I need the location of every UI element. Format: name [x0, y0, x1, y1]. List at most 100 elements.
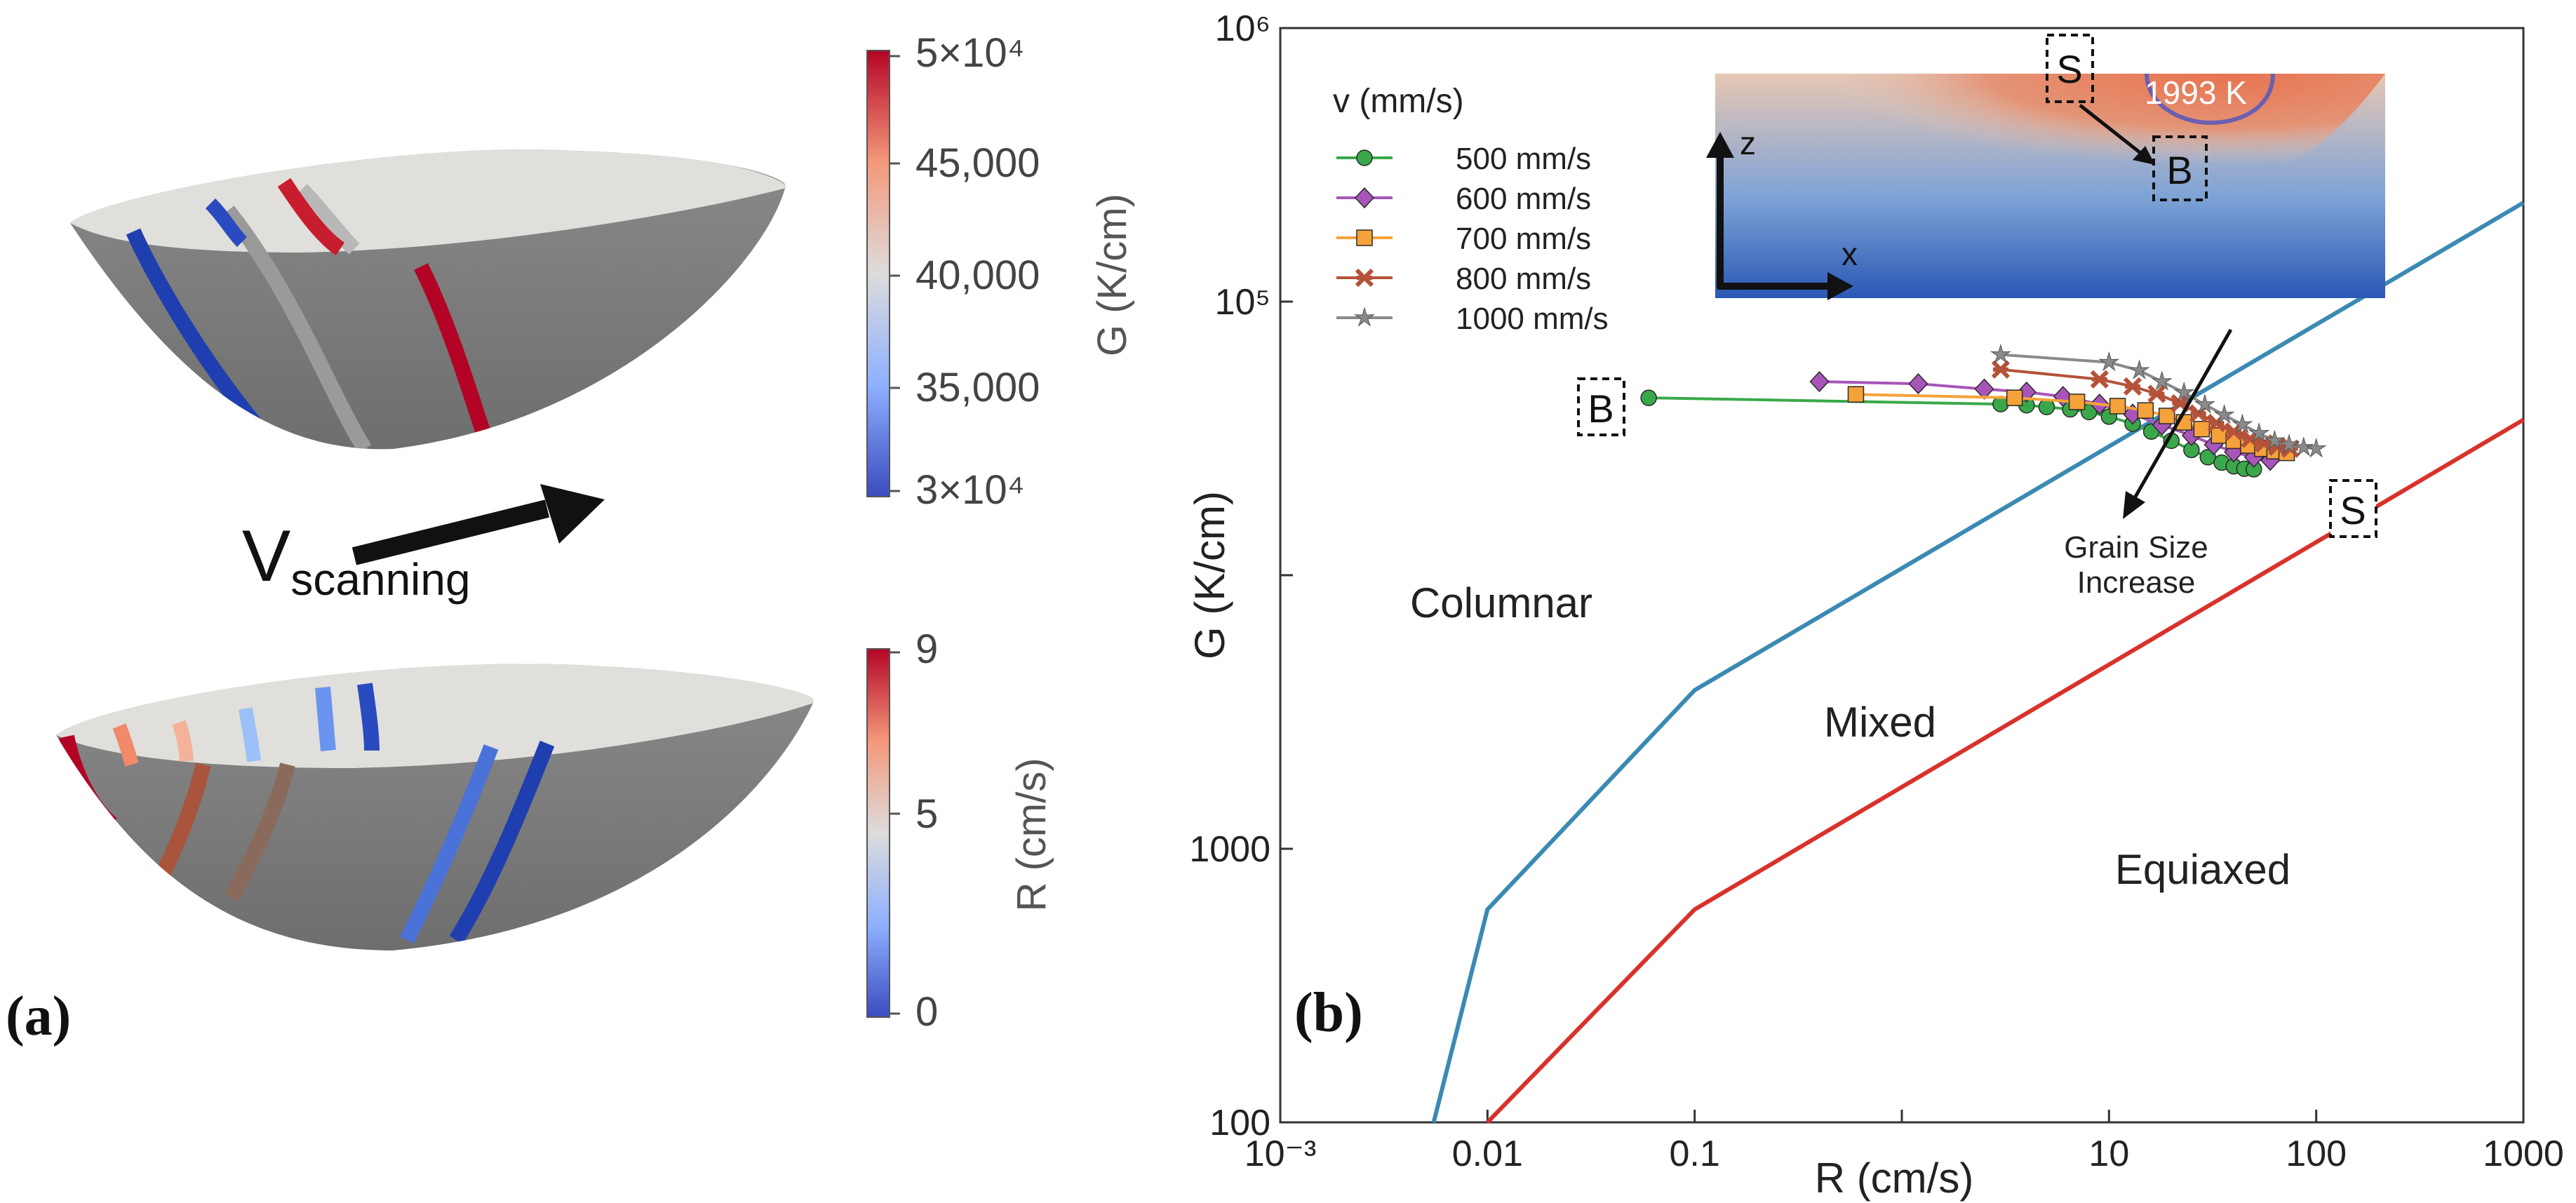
data-point	[1991, 360, 2011, 379]
legend-item: 1000 mm/s	[1336, 302, 1609, 336]
series-800-mms	[1991, 360, 2300, 458]
panel-a-label: (a)	[6, 986, 71, 1047]
legend-swatch-marker	[1356, 149, 1373, 166]
data-point	[2006, 389, 2023, 406]
legend-label: 500 mm/s	[1456, 142, 1591, 176]
x-tick-label-0: 10⁻³	[1245, 1134, 1317, 1174]
data-point	[1908, 372, 1928, 395]
boundary-mixed-equiaxed	[1486, 417, 2525, 1124]
colorbar-g-label: G (K/cm)	[1089, 194, 1135, 356]
inset-axis-z: z	[1740, 125, 1756, 161]
series-1000-mms	[1990, 343, 2327, 458]
data-point	[1809, 370, 1830, 393]
legend-item: 800 mm/s	[1336, 262, 1591, 296]
data-point	[2173, 381, 2195, 402]
colorbar-r: 9 5 0 R (cm/s)	[866, 626, 1054, 1035]
legend-label: 1000 mm/s	[1456, 302, 1609, 336]
region-boundaries	[1431, 201, 2525, 1124]
inset-b-text: B	[2166, 148, 2192, 192]
legend: v (mm/s) 500 mm/s 600 mm/s 700 mm/s 800 mm/…	[1333, 83, 1609, 336]
data-point	[2232, 413, 2253, 434]
legend-title: v (mm/s)	[1333, 83, 1464, 120]
x-tick-label-3: 10	[2088, 1134, 2129, 1174]
scanning-arrow-label: Vscanning	[242, 516, 471, 605]
inset-temperature-label: 1993 K	[2145, 74, 2247, 111]
data-point	[2147, 384, 2166, 403]
y-tick-label-2: 1000	[1189, 829, 1270, 870]
data-point	[2098, 351, 2120, 372]
data-point	[2158, 408, 2175, 424]
y-tick-label-0: 10⁶	[1215, 8, 1270, 49]
colorbar-g-bar	[866, 50, 890, 497]
data-point	[2293, 436, 2314, 457]
data-point	[2248, 422, 2270, 443]
region-label-columnar: Columnar	[1410, 579, 1592, 626]
data-series	[1640, 343, 2327, 478]
inset-axis-x: x	[1842, 236, 1858, 272]
legend-swatch-marker	[1353, 307, 1376, 327]
x-tick-label-1: 0.01	[1452, 1134, 1523, 1174]
b-marker-main-text: B	[1588, 387, 1614, 431]
legend-swatch-marker	[1356, 229, 1373, 246]
data-point	[2151, 370, 2173, 391]
colorbar-r-bar	[866, 648, 890, 1018]
grain-size-arrow: Grain Size Increase	[2064, 328, 2233, 600]
data-point	[2213, 403, 2235, 424]
colorbar-r-tick-0: 9	[915, 626, 938, 672]
y-axis-label: G (K/cm)	[1186, 491, 1233, 659]
x-tick-label-4: 100	[2286, 1134, 2347, 1174]
panel-b-label: (b)	[1294, 982, 1363, 1044]
boundary-columnar-mixed	[1431, 201, 2525, 1123]
y-tick-label-3: 100	[1209, 1103, 1270, 1143]
series-500-mms	[1640, 389, 2262, 478]
data-point	[2193, 420, 2211, 438]
panel-b: 10⁻³ 0.01 0.1 10 100 1000 10⁶ 10⁵ 1000 1…	[1186, 8, 2564, 1202]
legend-label: 700 mm/s	[1456, 222, 1591, 256]
data-point	[1990, 343, 2011, 364]
region-label-mixed: Mixed	[1824, 699, 1936, 746]
legend-label: 800 mm/s	[1456, 262, 1591, 296]
legend-label: 600 mm/s	[1456, 182, 1591, 216]
melt-pool-inset: 1993 K z x S B	[1706, 34, 2385, 300]
inset-b-marker: B	[2152, 135, 2208, 201]
data-point	[2137, 402, 2154, 419]
data-point	[1974, 378, 1994, 400]
data-point	[2123, 377, 2142, 396]
colorbar-g-tick-0: 5×10⁴	[915, 30, 1025, 76]
legend-item: 600 mm/s	[1336, 182, 1591, 216]
legend-swatch-marker	[1355, 268, 1374, 288]
data-point	[2128, 359, 2150, 379]
x-axis-label: R (cm/s)	[1815, 1155, 1974, 1202]
y-axis-ticks: 10⁶ 10⁵ 1000 100	[1189, 8, 1270, 1143]
grain-size-label-line2: Increase	[2077, 565, 2196, 600]
data-point	[2279, 434, 2300, 454]
s-marker-main-text: S	[2340, 488, 2366, 532]
grain-size-label-line1: Grain Size	[2064, 530, 2208, 565]
x-tick-label-2: 0.1	[1670, 1134, 1720, 1174]
inset-s-text: S	[2056, 47, 2082, 91]
s-marker-main: S	[2329, 479, 2377, 538]
data-point	[2264, 429, 2286, 450]
colorbar-r-tick-1: 5	[915, 791, 938, 837]
legend-swatch-marker	[1354, 187, 1375, 209]
colorbar-g-tick-1: 45,000	[915, 140, 1040, 186]
melt-pool-r-shape	[56, 664, 814, 950]
b-marker-main: B	[1577, 377, 1625, 436]
x-tick-label-5: 1000	[2483, 1134, 2564, 1174]
melt-pool-g-shape	[70, 149, 786, 450]
inset-s-marker: S	[2046, 34, 2094, 103]
colorbar-g-tick-2: 40,000	[915, 253, 1040, 298]
region-label-equiaxed: Equiaxed	[2115, 846, 2290, 893]
legend-item: 700 mm/s	[1336, 222, 1591, 256]
colorbar-g-tick-3: 35,000	[915, 365, 1040, 410]
colorbar-r-tick-2: 0	[915, 989, 938, 1035]
y-tick-label-1: 10⁵	[1215, 282, 1270, 323]
data-point	[1847, 386, 1865, 403]
data-point	[2090, 370, 2109, 389]
data-point	[2109, 398, 2126, 415]
x-axis-ticks: 10⁻³ 0.01 0.1 10 100 1000	[1245, 1134, 2564, 1174]
axis-tick-marks	[1279, 27, 2525, 1124]
colorbar-r-label: R (cm/s)	[1009, 758, 1054, 911]
scanning-arrow: Vscanning	[242, 484, 605, 605]
